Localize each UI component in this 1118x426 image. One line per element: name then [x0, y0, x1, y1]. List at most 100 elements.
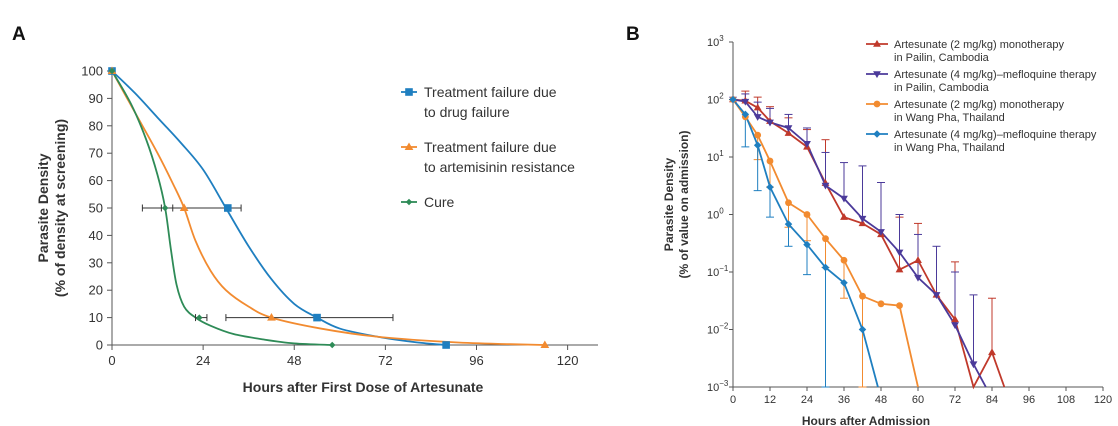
- y-axis-title-line: Parasite Density: [662, 157, 676, 251]
- marker-wangpha_combo: [858, 325, 867, 334]
- marker-wangpha_mono: [803, 211, 811, 218]
- y-tick-label: 70: [89, 146, 103, 161]
- legend-label: Treatment failure due: [424, 139, 557, 155]
- marker-artemisinin: [267, 313, 276, 321]
- y-tick-label: 10−3: [707, 379, 729, 394]
- marker-pailin_combo: [914, 274, 922, 282]
- y-axis-title-line: (% of value on admission): [677, 130, 691, 278]
- x-tick-label: 96: [469, 353, 483, 368]
- marker-pailin_mono: [895, 265, 904, 273]
- y-tick-exp: 0: [719, 207, 724, 216]
- legend-marker-wangpha_combo: [873, 130, 881, 138]
- y-tick-exp: 3: [719, 34, 724, 43]
- y-tick-label: 90: [89, 91, 103, 106]
- y-tick-exp: 2: [719, 92, 724, 101]
- y-tick-exp: 1: [719, 149, 724, 158]
- marker-pailin_combo: [821, 182, 830, 190]
- y-tick-label: 101: [707, 149, 724, 164]
- y-tick-label: 10−2: [707, 322, 729, 337]
- x-tick-label: 48: [287, 353, 301, 368]
- marker-wangpha_combo: [741, 110, 750, 119]
- legend-label: in Pailin, Cambodia: [894, 52, 990, 64]
- marker-wangpha_combo: [784, 220, 793, 228]
- legend-marker-cure: [405, 198, 413, 206]
- y-tick-label: 102: [707, 92, 724, 107]
- x-tick-label: 84: [986, 394, 998, 406]
- legend-label: in Wang Pha, Thailand: [894, 142, 1005, 154]
- line-pailin_combo: [732, 98, 987, 388]
- marker-pailin_mono: [988, 348, 996, 356]
- y-tick-label: 40: [89, 228, 103, 243]
- panel-a-axes: 0 10 20 30 40 50 60 70 80 90 100 0 24 48 72 96 120 Hours …: [35, 64, 598, 395]
- y-tick-base: 10: [707, 210, 719, 222]
- line-wangpha_combo: [732, 98, 879, 388]
- legend-marker-wangpha_mono: [873, 100, 881, 108]
- y-axis-title: Parasite Density(% of density at screeni…: [35, 119, 68, 297]
- panel-b-letter: B: [626, 24, 640, 45]
- marker-pailin_combo: [741, 98, 750, 106]
- marker-cure: [108, 67, 116, 75]
- x-tick-label: 12: [764, 394, 776, 406]
- legend-label: Artesunate (4 mg/kg)–mefloquine therapy: [894, 69, 1097, 81]
- y-tick-exp: −2: [719, 322, 729, 331]
- y-tick-base: 10: [707, 267, 719, 279]
- legend-marker-pailin_combo: [873, 71, 881, 79]
- legend-label: Artesunate (2 mg/kg) monotherapy: [894, 99, 1064, 111]
- y-tick-label: 20: [89, 283, 103, 298]
- legend-label: in Pailin, Cambodia: [894, 82, 990, 94]
- marker-drug_failure: [313, 313, 321, 322]
- legend-label: in Wang Pha, Thailand: [894, 112, 1005, 124]
- x-tick-label: 120: [557, 353, 579, 368]
- marker-artemisinin: [540, 340, 550, 349]
- y-tick-label: 100: [707, 207, 724, 222]
- marker-drug_failure: [224, 204, 232, 212]
- x-tick-label: 0: [108, 353, 115, 368]
- y-tick-base: 10: [707, 152, 719, 164]
- x-tick-label: 108: [1057, 394, 1075, 406]
- y-tick-label: 30: [89, 255, 103, 270]
- panel-a-markers: [107, 66, 550, 349]
- y-axis-title-line: (% of density at screening): [52, 119, 68, 297]
- legend-label: Cure: [424, 194, 455, 210]
- marker-pailin_combo: [784, 125, 793, 133]
- x-tick-label: 36: [838, 394, 850, 406]
- marker-wangpha_combo: [803, 240, 811, 249]
- y-tick-exp: −1: [719, 264, 729, 273]
- y-tick-base: 10: [707, 382, 719, 394]
- y-tick-label: 103: [707, 34, 724, 49]
- legend-marker-pailin_mono: [873, 39, 881, 47]
- x-tick-label: 24: [801, 394, 813, 406]
- marker-pailin_mono: [840, 213, 848, 220]
- marker-wangpha_combo: [766, 183, 774, 191]
- marker-pailin_combo: [766, 119, 774, 127]
- marker-pailin_mono: [858, 219, 867, 227]
- legend-label: Treatment failure due: [424, 84, 557, 100]
- x-tick-label: 120: [1094, 394, 1112, 406]
- y-tick-base: 10: [707, 325, 719, 337]
- y-axis-title-line: Parasite Density: [35, 153, 51, 262]
- marker-pailin_combo: [969, 361, 978, 369]
- marker-pailin_combo: [877, 229, 885, 236]
- marker-wangpha_combo: [729, 95, 737, 104]
- marker-pailin_mono: [753, 103, 762, 111]
- x-tick-label: 48: [875, 394, 887, 406]
- legend-label: to artemisinin resistance: [424, 159, 575, 175]
- legend-label: Artesunate (2 mg/kg) monotherapy: [894, 39, 1064, 51]
- marker-cure: [161, 204, 169, 212]
- panel-b-markers: [729, 95, 996, 369]
- x-tick-label: 60: [912, 394, 924, 406]
- y-tick-label: 10: [89, 310, 103, 325]
- marker-wangpha_mono: [840, 256, 848, 264]
- marker-pailin_combo: [858, 215, 867, 223]
- x-tick-label: 96: [1023, 394, 1035, 406]
- marker-wangpha_mono: [754, 131, 762, 139]
- marker-cure: [328, 341, 336, 349]
- marker-wangpha_combo: [753, 141, 762, 150]
- x-tick-label: 0: [730, 394, 736, 406]
- marker-wangpha_mono: [877, 300, 885, 308]
- x-axis-title: Hours after First Dose of Artesunate: [243, 379, 484, 395]
- marker-pailin_combo: [932, 292, 941, 299]
